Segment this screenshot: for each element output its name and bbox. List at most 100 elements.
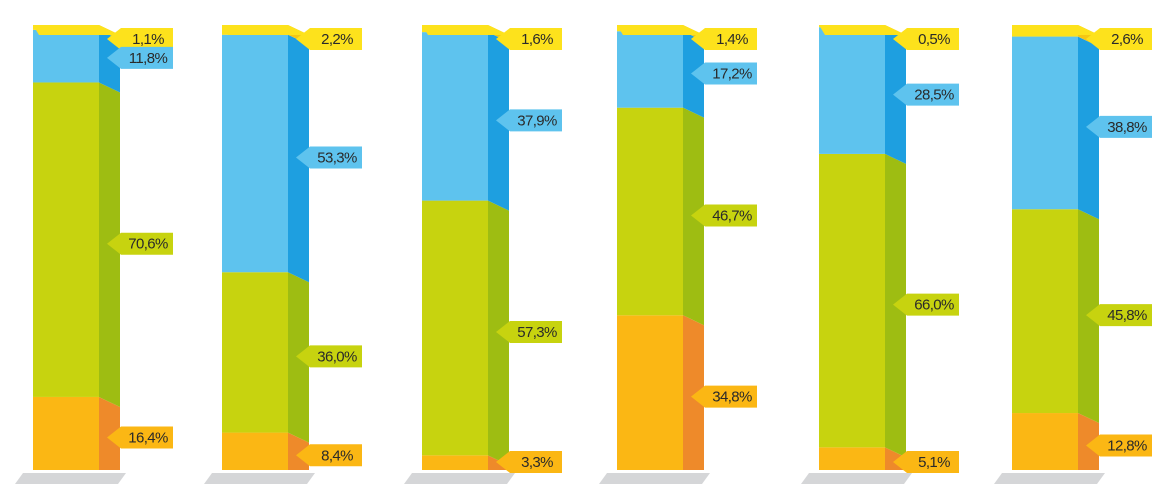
segment-green-front [33,82,99,397]
label-yellow: 2,6% [1086,28,1152,50]
bar-base-shadow [404,473,515,484]
label-orange-callout [496,451,562,473]
bar-base-shadow [204,473,315,484]
label-blue-callout [691,62,757,85]
segment-orange-front [617,315,683,470]
label-orange-text: 8,4% [321,447,353,464]
label-blue: 37,9% [496,109,562,132]
label-orange-text: 3,3% [521,454,553,471]
label-blue: 53,3% [296,146,362,169]
label-yellow-text: 0,5% [918,31,950,48]
label-yellow-text: 2,2% [321,31,353,48]
label-orange-callout [893,451,959,473]
label-green-text: 70,6% [128,236,168,253]
segment-orange-front [819,447,885,470]
segment-green-front [222,272,288,433]
segment-orange-side [1078,413,1099,470]
label-yellow-callout [107,28,173,50]
bar-top-face [617,25,704,35]
segment-green-front [617,107,683,316]
label-green: 66,0% [893,293,959,316]
label-orange-callout [1086,434,1152,457]
bar-top-face [1012,25,1099,35]
segment-orange-side [99,396,120,470]
label-green-text: 66,0% [914,297,954,314]
label-green-text: 45,8% [1107,307,1147,324]
bar-3: 1,6% 37,9% 57,3% 3,3% [404,25,562,484]
label-yellow-callout [296,28,362,50]
label-yellow-text: 1,6% [521,31,553,48]
label-yellow: 1,4% [691,28,757,50]
bar-5: 0,5% 28,5% 66,0% 5,1% [801,25,959,484]
label-orange-callout [107,426,173,449]
label-orange-text: 16,4% [128,429,168,446]
label-orange-callout [296,444,362,467]
label-yellow-callout [496,28,562,50]
label-blue-callout [496,109,562,132]
label-orange-callout [691,385,757,408]
label-blue-text: 37,9% [517,112,557,129]
label-orange-text: 12,8% [1107,438,1147,455]
label-blue-text: 17,2% [712,65,752,82]
label-blue-callout [893,83,959,106]
label-green-text: 36,0% [317,348,357,365]
segment-green-front [1012,209,1078,414]
bar-2: 2,2% 53,3% 36,0% 8,4% [204,25,362,484]
bar-base-shadow [15,473,126,484]
label-green: 46,7% [691,204,757,227]
label-green-text: 46,7% [712,207,752,224]
label-orange-text: 34,8% [712,389,752,406]
segment-orange-front [222,432,288,470]
label-green-callout [296,345,362,368]
label-green-callout [1086,304,1152,327]
label-yellow: 1,6% [496,28,562,50]
label-green-callout [893,293,959,316]
label-blue-callout [296,146,362,169]
label-green: 36,0% [296,345,362,368]
label-yellow-text: 1,4% [716,31,748,48]
label-blue-text: 38,8% [1107,119,1147,136]
label-orange: 34,8% [691,385,757,408]
bar-1: 1,1% 11,8% 70,6% 16,4% [15,25,173,484]
label-orange: 8,4% [296,444,362,467]
label-yellow-text: 1,1% [132,31,164,48]
label-green-callout [691,204,757,227]
label-blue: 38,8% [1086,115,1152,138]
segment-blue-front [819,27,885,154]
label-blue: 11,8% [107,46,173,69]
label-yellow-callout [893,28,959,50]
segment-blue-front [1012,36,1078,210]
segment-blue-side [99,29,120,93]
label-blue-text: 28,5% [914,87,954,104]
segment-blue-front [422,32,488,201]
bar-top-face [33,25,120,35]
bar-base-shadow [599,473,710,484]
segment-blue-front [617,31,683,108]
label-yellow-text: 2,6% [1111,31,1143,48]
segment-orange-side [683,315,704,470]
label-green-callout [107,232,173,255]
label-green: 70,6% [107,232,173,255]
bar-4: 1,4% 17,2% 46,7% 34,8% [599,25,757,484]
bar-top-face [819,25,906,35]
segment-orange-front [422,455,488,470]
segment-orange-front [1012,413,1078,470]
segment-orange-front [33,396,99,470]
label-blue-callout [1086,115,1152,138]
label-orange: 16,4% [107,426,173,449]
bar-top-face [422,25,509,35]
label-orange-text: 5,1% [918,454,950,471]
label-blue-text: 53,3% [317,150,357,167]
bar-base-shadow [801,473,912,484]
label-blue-text: 11,8% [129,50,168,67]
label-blue: 17,2% [691,62,757,85]
label-yellow: 2,2% [296,28,362,50]
bar-base-shadow [994,473,1105,484]
label-orange: 3,3% [496,451,562,473]
segment-green-front [819,153,885,448]
label-green-text: 57,3% [517,324,557,341]
segment-blue-front [222,34,288,273]
label-green: 45,8% [1086,304,1152,327]
